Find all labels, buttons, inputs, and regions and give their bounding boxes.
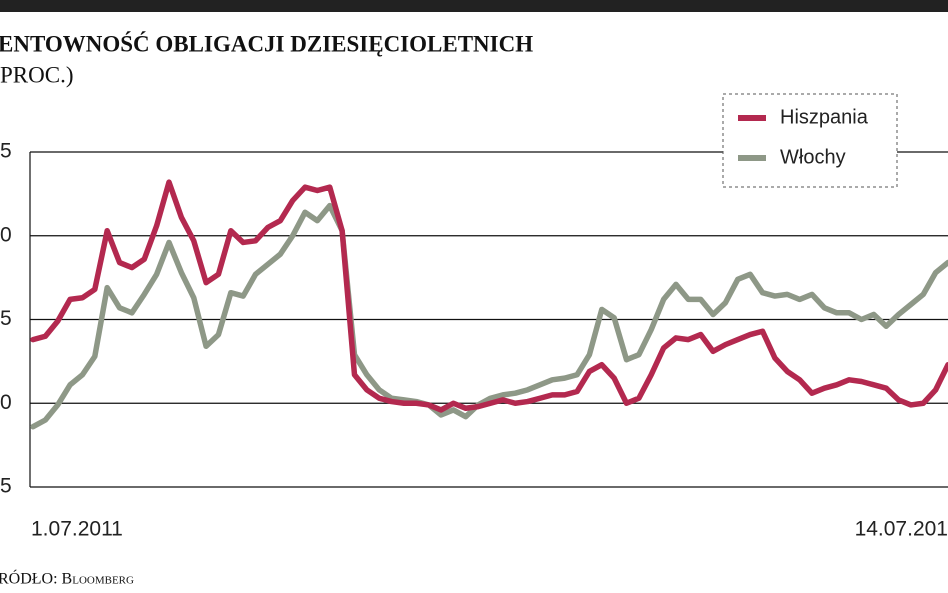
legend-label: Hiszpania	[780, 106, 869, 128]
y-tick-label: 5	[0, 140, 12, 163]
legend-label: Włochy	[780, 146, 846, 168]
chart-title: ENTOWNOŚĆ OBLIGACJI DZIESIĘCIOLETNICH	[0, 30, 533, 56]
legend: Hiszpania Włochy	[722, 93, 898, 188]
chart-subtitle: PROC.)	[0, 62, 74, 87]
source: RÓDŁO: Bloomberg	[0, 569, 134, 588]
legend-box	[722, 93, 898, 188]
y-tick-label: 0	[0, 223, 12, 246]
series-line	[30, 179, 948, 413]
series-line	[30, 202, 948, 430]
x-tick-label: 14.07.201	[855, 518, 948, 541]
x-tick-label: 1.07.2011	[31, 518, 123, 541]
top-bar	[0, 0, 948, 12]
y-tick-label: 5	[0, 475, 12, 498]
y-tick-label: 0	[0, 391, 12, 414]
y-tick-label: 5	[0, 307, 12, 330]
